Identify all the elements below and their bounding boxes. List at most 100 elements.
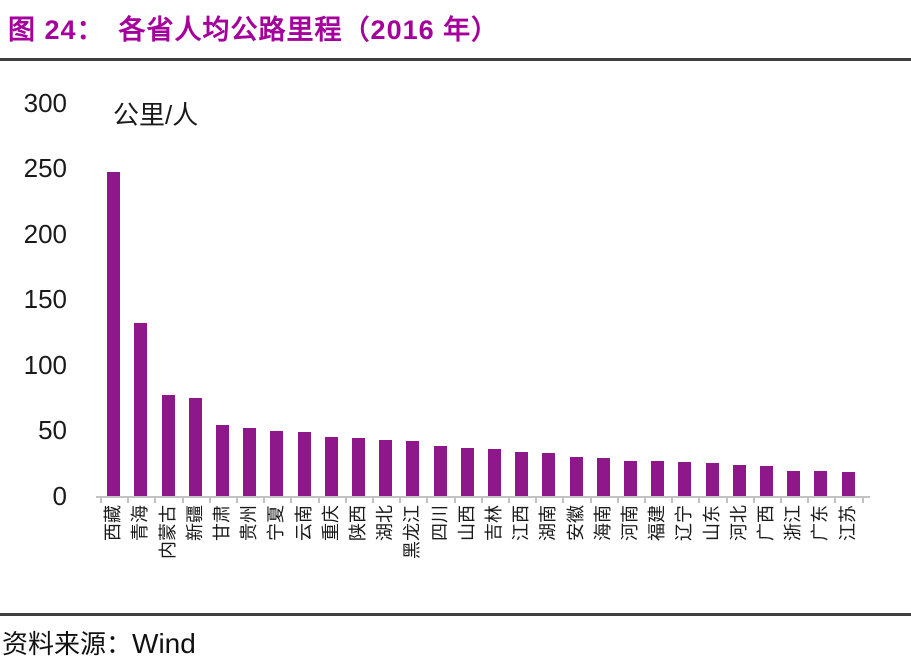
- x-tick-label: 黑龙江: [402, 505, 423, 559]
- x-axis-tick: [508, 496, 510, 503]
- bottom-divider-line: [0, 613, 911, 616]
- x-tick-label: 山东: [701, 505, 722, 541]
- x-tick-label: 广东: [810, 505, 831, 541]
- x-axis-line: [96, 496, 870, 498]
- bar-贵州: [243, 428, 257, 496]
- x-axis-tick: [535, 496, 538, 503]
- x-axis-tick: [671, 496, 674, 503]
- y-tick-label: 50: [38, 415, 67, 446]
- x-tick-label: 四川: [429, 505, 450, 541]
- bar-广西: [759, 466, 773, 496]
- x-tick-label: 内蒙古: [157, 505, 178, 559]
- bar-江苏: [841, 472, 855, 496]
- bar-宁夏: [270, 431, 284, 496]
- bar-山西: [460, 448, 474, 496]
- title-divider-line: [0, 58, 911, 61]
- bar-福建: [651, 461, 665, 496]
- x-tick-label: 重庆: [320, 505, 341, 541]
- x-tick-label: 湖南: [538, 505, 559, 541]
- x-axis-tick: [154, 496, 157, 503]
- x-tick-label: 海南: [592, 505, 613, 541]
- x-tick-label: 西藏: [103, 505, 124, 541]
- figure-title-text: 各省人均公路里程（2016 年）: [118, 15, 500, 45]
- bar-重庆: [324, 437, 338, 496]
- x-axis-tick: [453, 496, 456, 503]
- x-tick-label: 贵州: [239, 505, 260, 541]
- x-axis-tick: [127, 496, 130, 503]
- bar-安徽: [569, 457, 583, 496]
- bar-新疆: [188, 398, 202, 496]
- bar-陕西: [351, 438, 365, 496]
- y-tick-label: 300: [23, 88, 67, 118]
- x-tick-label: 新疆: [184, 505, 205, 541]
- y-tick-label: 150: [23, 284, 67, 315]
- bar-辽宁: [678, 462, 692, 496]
- bar-青海: [134, 323, 148, 496]
- x-axis-tick: [834, 496, 837, 503]
- x-tick-label: 辽宁: [674, 505, 695, 541]
- source-value: Wind: [132, 628, 196, 659]
- x-axis-tick: [317, 496, 320, 503]
- x-tick-label: 山西: [456, 505, 477, 541]
- y-axis-unit-label: 公里/人: [113, 100, 199, 130]
- x-axis-tick: [861, 496, 864, 503]
- x-axis-tick: [589, 496, 592, 503]
- x-tick-label: 甘肃: [211, 505, 232, 541]
- x-axis-tick: [290, 496, 293, 503]
- bar-江西: [515, 452, 529, 496]
- x-axis-tick: [344, 496, 347, 503]
- x-axis-tick: [562, 496, 565, 503]
- bar-黑龙江: [406, 441, 420, 496]
- bar-山东: [705, 463, 719, 496]
- x-tick-label: 河北: [728, 505, 749, 541]
- x-tick-label: 福建: [647, 505, 668, 541]
- bar-西藏: [107, 172, 121, 496]
- x-axis-tick: [752, 496, 755, 503]
- x-tick-label: 浙江: [783, 505, 804, 541]
- x-axis-tick: [480, 496, 483, 503]
- bar-河北: [732, 465, 746, 496]
- x-axis-tick: [181, 496, 184, 503]
- bar-吉林: [487, 449, 501, 496]
- x-tick-label: 陕西: [347, 505, 368, 541]
- y-tick-label: 0: [52, 480, 67, 511]
- x-axis-tick: [208, 496, 211, 503]
- bar-云南: [297, 432, 311, 496]
- bar-广东: [814, 471, 828, 496]
- figure-number: 图 24：: [8, 15, 105, 45]
- bar-湖北: [379, 440, 393, 496]
- y-tick-label: 100: [23, 349, 67, 380]
- x-tick-label: 河南: [619, 505, 640, 541]
- bar-四川: [433, 446, 447, 496]
- bar-浙江: [787, 471, 801, 496]
- x-axis-tick: [807, 496, 810, 503]
- x-axis-tick: [236, 496, 238, 503]
- x-axis-tick: [616, 496, 619, 503]
- x-axis-tick: [100, 496, 102, 503]
- x-axis-tick: [399, 496, 402, 503]
- source-line: 资料来源：Wind: [2, 624, 196, 661]
- x-axis-tick: [780, 496, 782, 503]
- bar-甘肃: [215, 425, 229, 496]
- bar-海南: [596, 458, 610, 496]
- bar-chart: 公里/人 0 50 100 150 200 250 300 西藏 青海 内蒙古 新疆 甘肃 贵州 宁夏 云南…: [0, 63, 911, 613]
- x-tick-label: 江苏: [837, 505, 858, 541]
- x-axis-tick: [698, 496, 701, 503]
- x-tick-label: 湖北: [375, 505, 396, 541]
- source-label: 资料来源：: [2, 630, 133, 659]
- x-axis-tick: [426, 496, 429, 503]
- x-axis-tick: [725, 496, 728, 503]
- bar-内蒙古: [161, 395, 175, 496]
- bar-河南: [623, 461, 637, 496]
- bar-湖南: [542, 453, 556, 496]
- x-tick-label: 宁夏: [266, 505, 287, 541]
- y-tick-label: 250: [23, 153, 67, 184]
- x-axis-tick: [644, 496, 646, 503]
- y-tick-label: 200: [23, 218, 67, 249]
- x-tick-label: 青海: [130, 505, 151, 541]
- figure-title: 图 24： 各省人均公路里程（2016 年）: [8, 8, 499, 54]
- x-tick-label: 安徽: [565, 505, 586, 541]
- x-axis-tick: [263, 496, 266, 503]
- x-tick-label: 云南: [293, 505, 314, 541]
